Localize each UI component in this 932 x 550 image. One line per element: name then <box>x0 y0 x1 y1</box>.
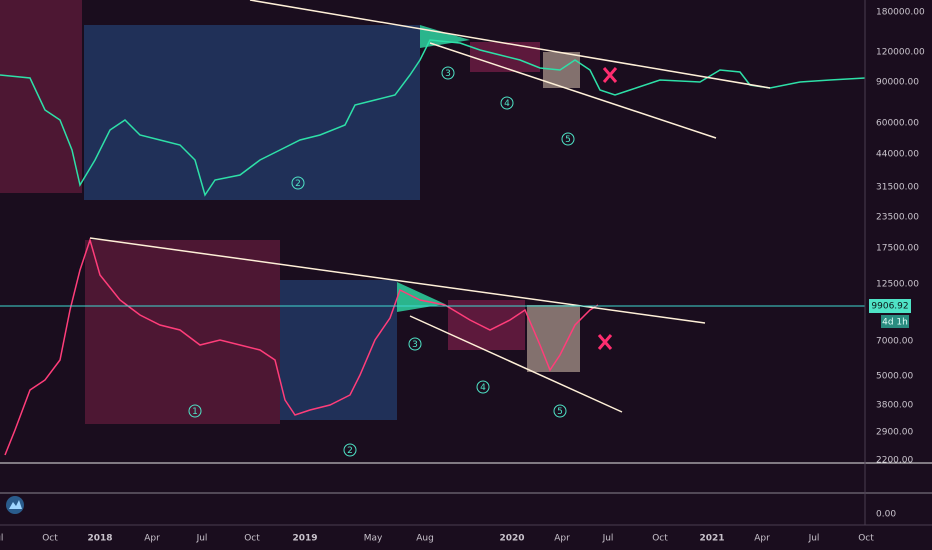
annotation-circle <box>441 66 455 80</box>
annotation-circle <box>343 443 357 457</box>
annotation-label: 3 <box>445 69 451 79</box>
time-label: Oct <box>858 534 874 544</box>
time-label: Oct <box>42 534 58 544</box>
logo-icon <box>9 500 22 509</box>
price-label: 0.00 <box>876 510 896 520</box>
time-label: 2019 <box>292 534 317 544</box>
trend-line <box>429 42 717 139</box>
price-label: 12500.00 <box>876 280 919 290</box>
annotation-circle <box>561 132 575 146</box>
time-label: 2021 <box>699 534 724 544</box>
price-label: 120000.00 <box>876 48 925 58</box>
zone-box <box>527 305 580 372</box>
price-label: 44000.00 <box>876 150 919 160</box>
annotation-label: 4 <box>480 383 486 393</box>
annotation-circle <box>476 380 490 394</box>
price-label: 23500.00 <box>876 213 919 223</box>
annotation-circle <box>500 96 514 110</box>
time-label: 2020 <box>499 534 524 544</box>
annotation-label: 4 <box>504 99 510 109</box>
time-label: Aug <box>416 534 434 544</box>
price-label: 3800.00 <box>876 401 913 411</box>
zone-box <box>0 0 82 193</box>
price-label: 7000.00 <box>876 337 913 347</box>
price-label: 31500.00 <box>876 183 919 193</box>
time-label: May <box>364 534 383 544</box>
annotation-label: 2 <box>347 446 353 456</box>
x-mark <box>602 67 618 83</box>
zone-box <box>84 25 420 200</box>
annotation-circle <box>553 404 567 418</box>
time-label: Jul <box>196 534 208 544</box>
trend-line <box>409 315 623 413</box>
time-label: Oct <box>652 534 668 544</box>
annotation-circle <box>408 337 422 351</box>
price-label: 90000.00 <box>876 78 919 88</box>
annotation-circle <box>291 176 305 190</box>
x-mark <box>597 334 613 350</box>
time-label: Jul <box>602 534 614 544</box>
time-label: Apr <box>144 534 160 544</box>
price-label: 5000.00 <box>876 372 913 382</box>
price-path <box>0 39 866 197</box>
annotation-circle <box>188 404 202 418</box>
time-label: Apr <box>754 534 770 544</box>
price-label: 2200.00 <box>876 456 913 466</box>
zone-box <box>448 300 525 350</box>
countdown-text: 4d 1h <box>882 318 908 328</box>
price-tag <box>869 299 911 313</box>
time-label: Oct <box>244 534 260 544</box>
annotation-label: 5 <box>557 407 563 417</box>
time-label: Jul <box>0 534 3 544</box>
price-label: 180000.00 <box>876 8 925 18</box>
price-tag-text: 9906.92 <box>871 302 908 312</box>
price-label: 17500.00 <box>876 244 919 254</box>
triangle <box>397 282 445 312</box>
annotation-label: 1 <box>192 407 198 417</box>
price-path <box>4 237 599 456</box>
time-label: 2018 <box>87 534 112 544</box>
annotation-label: 5 <box>565 135 571 145</box>
trend-line <box>89 237 706 324</box>
price-label: 60000.00 <box>876 119 919 129</box>
countdown-tag <box>881 315 909 328</box>
trend-line <box>249 0 771 89</box>
annotation-label: 3 <box>412 340 418 350</box>
annotation-label: 2 <box>295 179 301 189</box>
time-label: Apr <box>554 534 570 544</box>
price-label: 2900.00 <box>876 428 913 438</box>
time-label: Jul <box>808 534 820 544</box>
zone-box <box>280 280 397 420</box>
